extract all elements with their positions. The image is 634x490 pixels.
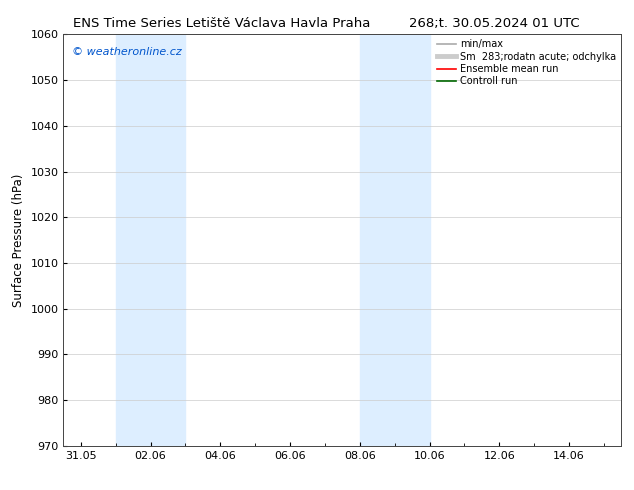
Y-axis label: Surface Pressure (hPa): Surface Pressure (hPa)	[12, 173, 25, 307]
Bar	[116, 34, 185, 446]
Text: 268;t. 30.05.2024 01 UTC: 268;t. 30.05.2024 01 UTC	[409, 17, 580, 30]
Bar	[359, 34, 429, 446]
Text: © weatheronline.cz: © weatheronline.cz	[72, 47, 181, 57]
Legend: min/max, Sm  283;rodatn acute; odchylka, Ensemble mean run, Controll run: min/max, Sm 283;rodatn acute; odchylka, …	[435, 37, 618, 88]
Text: ENS Time Series Letiště Václava Havla Praha: ENS Time Series Letiště Václava Havla Pr…	[73, 17, 371, 30]
